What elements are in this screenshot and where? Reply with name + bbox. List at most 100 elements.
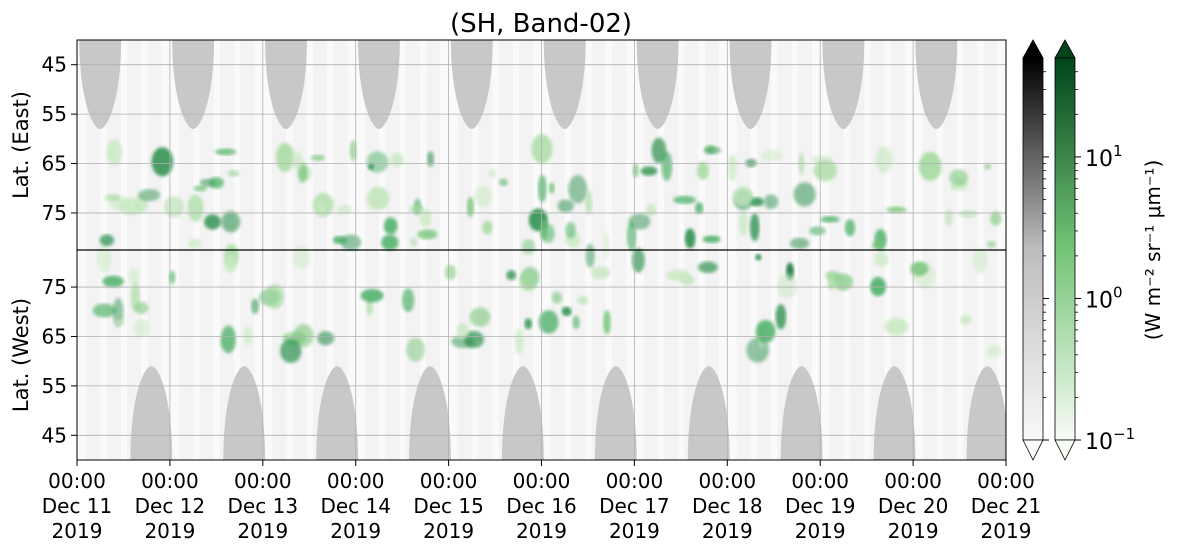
night-mask-west xyxy=(966,366,1006,460)
aurora-emission xyxy=(291,151,303,170)
aurora-emission xyxy=(193,185,208,192)
aurora-emission xyxy=(114,319,124,326)
aurora-emission xyxy=(521,239,536,255)
aurora-emission xyxy=(775,303,787,330)
aurora-emission xyxy=(474,185,492,208)
aurora-emission xyxy=(761,149,783,162)
night-mask-west xyxy=(316,366,359,460)
aurora-emission xyxy=(764,194,779,210)
colorbar-green xyxy=(1054,39,1076,461)
aurora-emission xyxy=(419,209,432,228)
aurora-emission xyxy=(444,264,457,280)
aurora-emission xyxy=(118,198,143,216)
aurora-emission xyxy=(310,154,325,161)
aurora-emission xyxy=(793,182,816,207)
aurora-emission xyxy=(221,211,241,233)
aurora-emission xyxy=(390,153,404,167)
aurora-emission xyxy=(466,196,475,218)
aurora-emission xyxy=(990,211,1002,226)
x-tick-label: 00:00 Dec 13 2019 xyxy=(228,469,299,543)
aurora-emission xyxy=(561,306,572,317)
night-mask-east xyxy=(265,40,307,129)
aurora-emission xyxy=(577,295,589,305)
aurora-emission xyxy=(910,261,929,277)
aurora-emission xyxy=(886,206,907,213)
aurora-emission xyxy=(365,189,390,211)
night-mask-west xyxy=(687,366,730,460)
aurora-emission xyxy=(651,137,667,164)
x-tick-label: 00:00 Dec 18 2019 xyxy=(692,469,763,543)
colorbar-label: (W m⁻² sr⁻¹ μm⁻¹) xyxy=(1141,160,1165,341)
y-tick-label-east: 75 xyxy=(42,201,67,225)
aurora-emission xyxy=(844,219,856,237)
aurora-emission xyxy=(409,204,425,214)
aurora-emission xyxy=(603,310,611,335)
aurora-emission xyxy=(646,203,657,217)
x-tick-label: 00:00 Dec 20 2019 xyxy=(878,469,949,543)
night-mask-east xyxy=(358,40,400,129)
aurora-emission xyxy=(292,246,311,270)
colorbar-tick-label: 10−1 xyxy=(1085,425,1135,455)
aurora-emission xyxy=(381,234,399,251)
aurora-emission xyxy=(565,221,576,239)
night-mask-west xyxy=(502,366,544,460)
aurora-emission xyxy=(514,329,524,355)
night-mask-east xyxy=(172,40,215,129)
aurora-emission xyxy=(337,204,352,215)
aurora-emission xyxy=(332,236,347,245)
y-tick-label-west: 45 xyxy=(42,423,67,447)
aurora-emission xyxy=(972,248,988,274)
aurora-emission xyxy=(456,323,469,340)
aurora-emission xyxy=(366,297,373,316)
aurora-emission xyxy=(316,201,326,217)
night-mask-west xyxy=(780,366,823,460)
aurora-emission xyxy=(209,177,224,189)
aurora-emission xyxy=(949,169,969,186)
aurora-emission xyxy=(204,214,221,230)
y-tick-label-east: 65 xyxy=(42,152,67,176)
aurora-emission xyxy=(482,220,493,235)
aurora-emission xyxy=(684,228,696,249)
colorbar-tick-label: 100 xyxy=(1085,283,1123,313)
x-tick-label: 00:00 Dec 14 2019 xyxy=(320,469,391,543)
aurora-emission xyxy=(918,151,942,181)
colorbar-green-body xyxy=(1054,57,1076,441)
aurora-emission xyxy=(809,226,826,236)
y-tick-label-east: 45 xyxy=(42,53,67,77)
aurora-emission xyxy=(874,251,889,267)
heatmap-layer xyxy=(79,40,1006,460)
aurora-emission xyxy=(349,140,357,162)
aurora-emission xyxy=(498,178,508,187)
aurora-emission xyxy=(227,170,240,177)
aurora-emission xyxy=(585,190,593,215)
x-tick-label: 00:00 Dec 19 2019 xyxy=(785,469,856,543)
aurora-emission xyxy=(537,174,547,203)
aurora-emission xyxy=(280,338,302,364)
y-tick-label-west: 75 xyxy=(42,275,67,299)
aurora-emission xyxy=(755,253,762,261)
aurora-emission xyxy=(631,247,645,273)
aurora-emission xyxy=(99,234,115,247)
aurora-emission xyxy=(870,276,887,297)
night-mask-west xyxy=(223,366,266,460)
y-tick-label-west: 55 xyxy=(42,374,67,398)
aurora-emission xyxy=(360,288,384,303)
colorbar-green-extend-max xyxy=(1054,39,1076,59)
aurora-emission xyxy=(463,330,484,349)
aurora-emission xyxy=(748,197,764,207)
x-tick-label: 00:00 Dec 15 2019 xyxy=(413,469,484,543)
aurora-emission xyxy=(732,186,754,207)
aurora-emission xyxy=(572,315,581,330)
aurora-emission xyxy=(568,175,588,204)
colorbar-tick-label: 101 xyxy=(1085,142,1123,172)
aurora-emission xyxy=(789,237,810,249)
aurora-emission xyxy=(383,217,398,235)
aurora-emission xyxy=(983,163,992,171)
aurora-emission xyxy=(163,196,184,218)
aurora-emission xyxy=(524,318,533,330)
aurora-emission xyxy=(666,269,690,282)
colorbar-gray-extend-max xyxy=(1022,39,1044,59)
aurora-emission xyxy=(585,243,595,268)
night-mask-west xyxy=(130,366,173,460)
